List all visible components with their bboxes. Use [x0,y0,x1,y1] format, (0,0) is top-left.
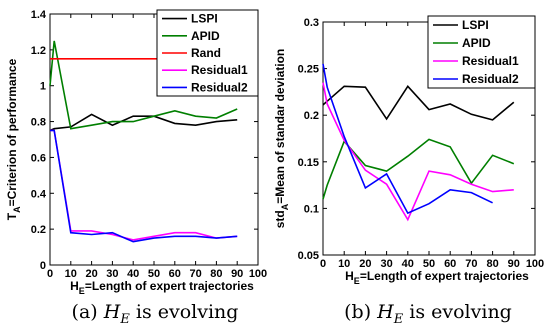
x-tick-label: 80 [210,268,222,280]
y-tick-label: 0 [40,260,46,272]
x-tick-label: 0 [47,268,53,280]
x-tick-label: 30 [380,258,392,270]
y-axis-label: stdA=Mean of standar deviation [273,49,290,229]
series-line-lspi [49,113,238,132]
x-tick-label: 50 [423,258,435,270]
y-tick-label: 0.25 [298,64,319,76]
x-tick-label: 30 [106,268,118,280]
y-tick-label: 0.2 [304,110,319,122]
y-tick-label: 0.2 [31,224,46,236]
x-tick-label: 0 [320,258,326,270]
legend: LSPI APID Residual1 Residual2 [427,15,536,89]
x-axis-label: HE=Length of expert trajectories [70,279,254,296]
y-tick-label: 0.4 [31,188,47,200]
legend-label-residual2: Residual2 [462,72,519,86]
x-tick-label: 100 [249,268,267,280]
legend-label-rand: Rand [191,46,221,60]
y-tick-label: 0.15 [298,157,319,169]
series-line-apid [322,138,515,200]
legend-box [427,15,536,89]
x-tick-label: 70 [465,258,477,270]
legend-label-lspi: LSPI [191,12,218,26]
x-tick-label: 40 [402,258,414,270]
x-axis-label: HE=Length of expert trajectories [345,269,529,286]
x-tick-label: 10 [338,258,350,270]
legend-label-apid: APID [191,29,220,43]
legend-label-residual1: Residual1 [191,63,248,77]
legend-label-lspi: LSPI [462,18,489,32]
legend-label-apid: APID [462,36,491,50]
chart-panel-2: 0 10 20 30 40 50 60 70 80 90 100 0.05 0.1 0.15 0.2 0.25… [273,15,544,327]
x-tick-label: 60 [444,258,456,270]
y-tick-label: 0.8 [31,117,46,129]
series-line-apid [49,40,238,130]
series-line-residual1 [322,82,514,222]
figure-caption: (b) HE is evolving [344,301,512,327]
chart-panel-1: 0 10 20 30 40 50 60 70 80 90 100 0 0.2 0.4 0.6 0.8 1 1.2 1… [5,9,267,327]
x-tick-label: 70 [189,268,201,280]
legend: LSPI APID Rand Residual1 Residual2 [156,9,259,97]
x-tick-label: 60 [169,268,181,280]
x-tick-label: 10 [65,268,77,280]
y-tick-label: 0.1 [304,203,319,215]
y-tick-label: 1.4 [31,9,47,21]
x-tick-label: 90 [508,258,520,270]
y-tick-label: 1 [40,81,46,93]
series-line-lspi [322,84,515,121]
figure-caption: (a) HE is evolving [72,301,239,327]
x-tick-label: 20 [85,268,97,280]
x-tick-label: 100 [526,258,544,270]
x-tick-label: 80 [486,258,498,270]
series-line-residual2 [50,129,238,243]
y-tick-label: 0.05 [298,250,319,262]
legend-label-residual1: Residual1 [462,54,519,68]
x-tick-label: 90 [231,268,243,280]
y-tick-label: 1.2 [31,45,46,57]
x-tick-label: 20 [359,258,371,270]
series-line-residual2 [322,63,493,215]
y-tick-label: 0.3 [304,17,319,29]
x-tick-label: 50 [148,268,160,280]
y-axis-label: TA=Criterion of performance [5,58,22,220]
y-tick-label: 0.6 [31,152,46,164]
x-tick-label: 40 [127,268,139,280]
legend-label-residual2: Residual2 [191,80,248,94]
